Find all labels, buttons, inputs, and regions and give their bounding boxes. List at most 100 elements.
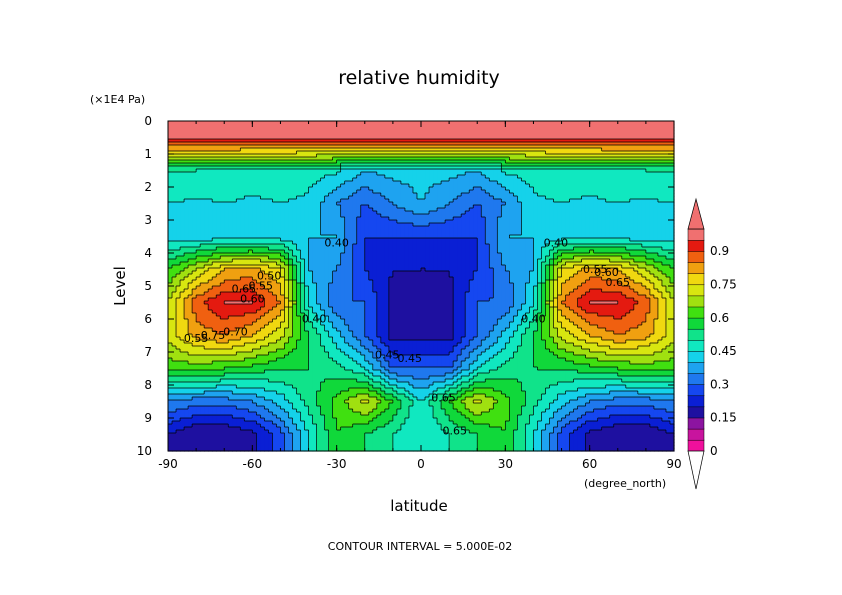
contour-cell xyxy=(332,136,338,140)
contour-cell xyxy=(657,139,663,143)
contour-cell xyxy=(581,145,587,149)
contour-cell xyxy=(621,121,627,125)
contour-cell xyxy=(260,121,265,125)
contour-cell xyxy=(649,148,655,152)
contour-cell xyxy=(248,148,253,152)
contour-cell xyxy=(545,133,551,137)
contour-cell xyxy=(537,121,543,125)
contour-cell xyxy=(445,133,450,137)
contour-cell xyxy=(220,148,225,152)
contour-cell xyxy=(276,136,282,140)
contour-cell xyxy=(328,127,334,131)
contour-cell xyxy=(408,130,414,134)
contour-cell xyxy=(180,133,185,137)
contour-cell xyxy=(252,142,257,146)
contour-cell xyxy=(376,139,382,143)
contour-cell xyxy=(649,127,655,131)
contour-cell xyxy=(585,139,591,143)
contour-cell xyxy=(412,142,418,146)
contour-cell xyxy=(320,142,326,146)
contour-cell xyxy=(661,124,667,128)
contour-cell xyxy=(529,142,535,146)
contour-cell xyxy=(605,133,611,137)
contour-cell xyxy=(236,133,241,137)
contour-cell xyxy=(316,127,322,131)
contour-cell xyxy=(372,136,378,140)
contour-cell xyxy=(376,148,382,152)
contour-cell xyxy=(633,121,639,125)
contour-cell xyxy=(208,142,213,146)
contour-cell xyxy=(581,148,587,152)
contour-cell xyxy=(372,148,378,152)
contour-cell xyxy=(364,127,370,131)
contour-cell xyxy=(481,121,486,125)
contour-cell xyxy=(212,127,217,131)
contour-cell xyxy=(441,136,446,140)
contour-cell xyxy=(477,136,482,140)
contour-cell xyxy=(280,139,286,143)
contour-cell xyxy=(188,151,193,155)
contour-cell xyxy=(324,154,330,158)
contour-cell xyxy=(529,145,535,149)
contour-cell xyxy=(657,145,663,149)
contour-cell xyxy=(364,136,370,140)
contour-cell xyxy=(380,139,386,143)
contour-cell xyxy=(449,121,454,125)
contour-cell xyxy=(669,124,675,128)
contour-cell xyxy=(312,127,318,131)
contour-cell xyxy=(172,151,177,155)
contour-cell xyxy=(545,139,551,143)
contour-cell xyxy=(244,145,249,149)
contour-cell xyxy=(176,145,181,149)
contour-cell xyxy=(372,151,378,155)
contour-cell xyxy=(477,151,482,155)
contour-cell xyxy=(284,151,290,155)
contour-cell xyxy=(204,139,209,143)
contour-cell xyxy=(617,139,623,143)
contour-cell xyxy=(368,127,374,131)
contour-cell xyxy=(445,139,450,143)
contour-cell xyxy=(352,145,358,149)
contour-cell xyxy=(625,127,631,131)
contour-cell xyxy=(621,145,627,149)
contour-cell xyxy=(372,154,378,158)
contour-cell xyxy=(400,148,406,152)
contour-cell xyxy=(240,136,245,140)
contour-cell xyxy=(421,121,426,125)
contour-cell xyxy=(344,154,350,158)
contour-cell xyxy=(216,142,221,146)
contour-cell xyxy=(589,151,595,155)
contour-cell xyxy=(396,124,402,128)
contour-cell xyxy=(565,142,571,146)
contour-cell xyxy=(577,121,583,125)
contour-cell xyxy=(300,142,306,146)
contour-cell xyxy=(525,139,531,143)
contour-cell xyxy=(621,130,627,134)
contour-cell xyxy=(248,154,253,158)
contour-cell xyxy=(360,151,366,155)
contour-cell xyxy=(481,133,486,137)
contour-cell xyxy=(416,130,422,134)
contour-cell xyxy=(368,145,374,149)
contour-cell xyxy=(517,154,522,158)
contour-cell xyxy=(537,148,543,152)
contour-cell xyxy=(629,139,635,143)
contour-cell xyxy=(557,127,563,131)
contour-cell xyxy=(332,154,338,158)
contour-cell xyxy=(457,136,462,140)
contour-cell xyxy=(184,148,189,152)
contour-cell xyxy=(605,127,611,131)
contour-cell xyxy=(613,148,619,152)
contour-cell xyxy=(328,130,334,134)
contour-cell xyxy=(168,121,173,125)
contour-cell xyxy=(380,151,386,155)
contour-cell xyxy=(633,145,639,149)
contour-cell xyxy=(617,133,623,137)
contour-cell xyxy=(421,133,426,137)
contour-cell xyxy=(304,136,310,140)
contour-cell xyxy=(300,154,306,158)
contour-cell xyxy=(224,148,229,152)
contour-cell xyxy=(172,148,177,152)
contour-cell xyxy=(332,142,338,146)
contour-cell xyxy=(268,145,274,149)
